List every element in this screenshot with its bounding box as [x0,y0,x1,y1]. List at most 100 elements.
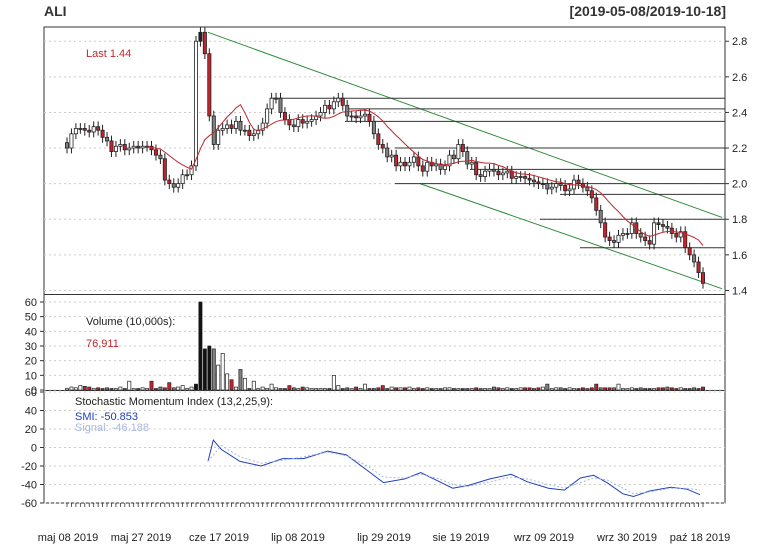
price-tick-label: 1.6 [732,250,747,262]
candle-body [340,97,345,106]
candle-body [647,240,652,245]
smi-tick-label: 60 [25,387,37,399]
last-price-label: Last 1.44 [86,48,131,60]
volume-bar [554,387,559,391]
candle-body [620,233,625,236]
volume-bar [518,387,523,391]
candle-body [127,147,132,151]
volume-bar [305,387,310,391]
candle-body [96,126,101,131]
volume-bar [603,387,608,391]
volume-bar [438,388,443,391]
candle-body [354,115,359,119]
volume-bar [549,388,554,391]
x-tick-label: lip 29 2019 [357,532,411,544]
volume-bar [474,387,479,391]
candle-body [180,174,185,185]
candle-body [336,97,341,103]
volume-tick-label: 40 [25,326,37,338]
symbol-title: ALI [44,3,67,19]
candle-body [118,144,123,147]
volume-bar [371,388,376,391]
volume-bar [385,388,390,391]
candle-body [220,128,225,131]
volume-bar [638,387,643,391]
candle-body [576,179,581,185]
candle-body [594,197,599,211]
candle-body [656,222,661,225]
volume-bar [278,388,283,391]
candle-body [487,168,492,172]
channel-upper-line [207,31,723,218]
volume-bar [113,388,118,391]
candle-body [113,145,118,152]
candle-body [500,172,505,176]
candle-body [652,222,657,245]
volume-bar [109,388,114,391]
candle-body [176,183,181,188]
volume-bar [238,369,243,391]
volume-bar [656,387,661,391]
x-tick-label: lip 08 2019 [271,532,325,544]
volume-bar [616,383,621,391]
candle-body [225,124,230,129]
volume-bar [65,388,69,391]
candle-body [523,176,528,179]
price-tick-label: 2.8 [732,36,747,48]
candle-body [162,158,167,181]
volume-bar [358,388,363,391]
volume-bar [256,388,261,391]
candle-body [260,122,265,131]
candle-body [674,233,679,238]
candle-body [456,144,461,160]
candle-body [407,161,412,167]
volume-bar [131,388,136,391]
x-tick-label: wrz 09 2019 [513,532,574,544]
candle-body [612,240,617,243]
price-tick-label: 2.6 [732,72,747,84]
volume-bar [567,387,572,391]
candle-body [625,233,630,235]
volume-bar [403,387,407,391]
volume-bar [154,388,158,391]
smi-tick-label: -20 [21,461,37,473]
volume-bar [598,387,603,391]
candle-body [234,120,239,129]
candle-body [491,168,496,172]
volume-bar [296,388,301,391]
candle-body [211,115,216,145]
volume-bar [394,387,399,391]
candle-body [189,165,194,176]
volume-tick-label: 20 [25,356,37,368]
channel-lower-line [419,183,723,290]
candle-body [474,161,479,176]
smi-tick-label: 0 [31,443,37,455]
date-range: [2019-05-08/2019-10-18] [569,3,726,19]
volume-bar [229,379,234,391]
candle-body [291,124,296,128]
volume-bar [211,348,216,391]
candle-body [443,165,448,170]
volume-bar [345,387,350,391]
volume-bar [234,386,238,391]
volume-bar [149,380,154,391]
volume-bar [314,388,319,391]
volume-bar [536,387,541,391]
x-tick-label: maj 27 2019 [111,532,172,544]
candle-body [434,163,439,167]
volume-bar [367,388,372,391]
volume-bar [260,386,265,391]
candle-body [496,170,501,176]
candle-body [531,179,536,183]
volume-bar [692,387,697,391]
candle-body [247,129,252,136]
volume-bar [318,388,323,391]
x-tick-label: sie 19 2019 [433,532,490,544]
smi-title: Stochastic Momentum Index (13,2,25,9): [75,396,273,408]
candle-body [607,236,612,241]
candle-body [202,31,207,55]
volume-bar [523,387,528,391]
volume-bar [140,387,145,391]
volume-bar [78,385,83,391]
volume-bar [558,387,563,391]
